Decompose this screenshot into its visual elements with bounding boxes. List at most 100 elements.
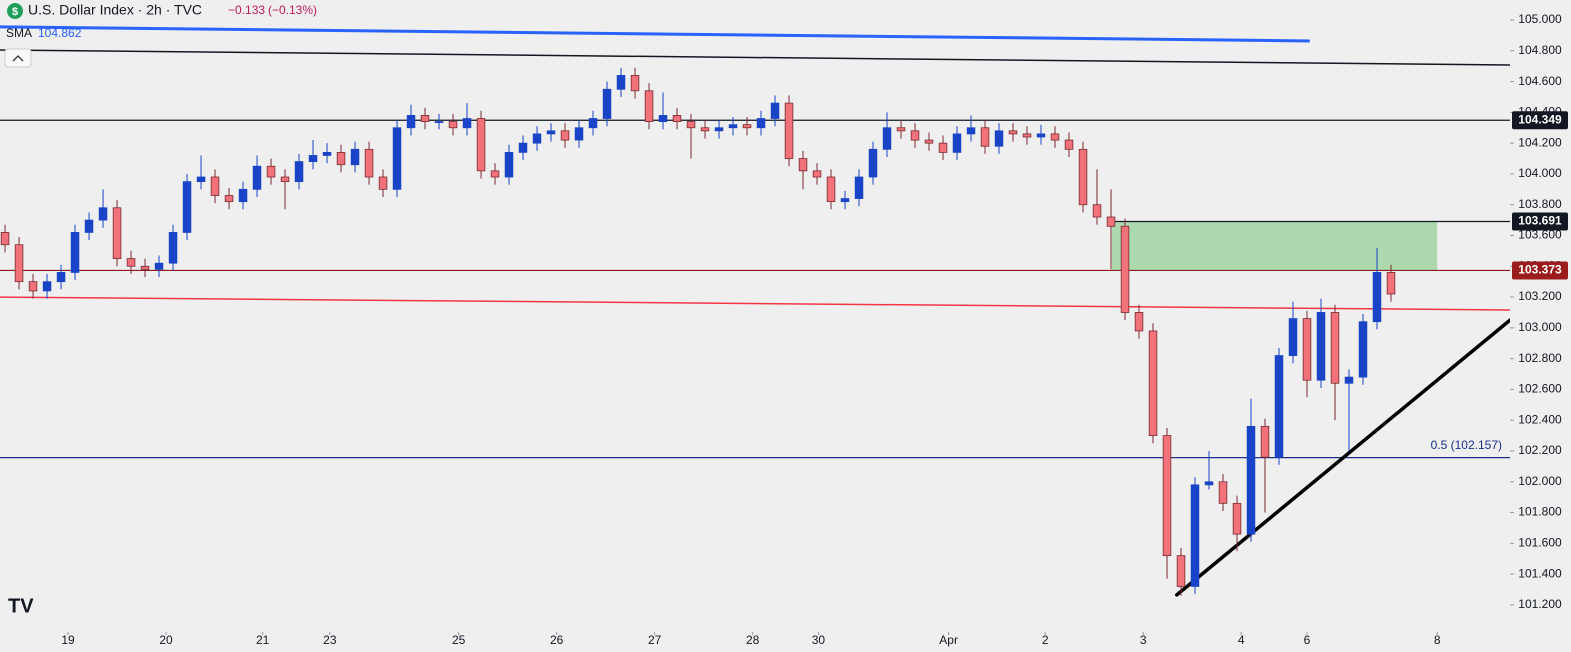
candle-body (882, 127, 892, 150)
y-tick-label: 101.200 (1518, 597, 1562, 611)
x-tick-label: 3 (1140, 633, 1147, 647)
level-tag-label: 104.349 (1518, 112, 1562, 126)
level-tag (1512, 261, 1568, 280)
candle-body (840, 198, 850, 203)
candle-body (1232, 502, 1242, 535)
y-tick-label: 101.600 (1518, 536, 1562, 550)
candle-body (1288, 318, 1298, 356)
indicator-name: SMA (6, 26, 32, 40)
candle-body (1162, 435, 1172, 557)
candle-body (1190, 484, 1200, 587)
candle-body (1372, 272, 1382, 323)
candle-body (1176, 555, 1186, 587)
candle-body (630, 75, 640, 92)
candle-body (560, 130, 570, 141)
candle-body (1148, 330, 1158, 436)
candle-body (938, 142, 948, 153)
candle-body (280, 176, 290, 183)
candle-body (518, 142, 528, 153)
y-tick-label: 103.200 (1518, 289, 1562, 303)
candle-body (896, 127, 906, 132)
candle-body (490, 170, 500, 178)
level-tag-label: 103.373 (1518, 263, 1562, 277)
x-tick-label: 8 (1434, 633, 1441, 647)
candle-body (588, 118, 598, 129)
candle-body (672, 115, 682, 122)
candle-body (1218, 481, 1228, 504)
fib-label: 0.5 (102.157) (1431, 438, 1502, 452)
candle-body (406, 115, 416, 129)
y-tick-label: 102.800 (1518, 351, 1562, 365)
candle-body (1050, 133, 1060, 141)
candle-body (434, 121, 444, 123)
candle-body (616, 75, 626, 90)
candle-body (1344, 376, 1354, 384)
candle-body (84, 219, 94, 233)
y-tick-label: 101.400 (1518, 566, 1562, 580)
x-tick-label: 27 (648, 633, 662, 647)
candle-body (392, 127, 402, 190)
candle-body (238, 188, 248, 203)
x-tick-label: 20 (159, 633, 173, 647)
candle-body (868, 148, 878, 178)
candle-body (854, 176, 864, 199)
candle-body (1386, 272, 1396, 295)
candle-body (1120, 225, 1130, 313)
trendline (1175, 318, 1512, 597)
candle-body (126, 258, 136, 267)
candle-body (924, 139, 934, 144)
candle-body (322, 151, 332, 156)
candle-body (182, 181, 192, 233)
candle-body (966, 127, 976, 135)
candle-body (742, 124, 752, 129)
candle-body (532, 133, 542, 144)
candle-body (700, 127, 710, 132)
x-tick-label: 30 (812, 633, 826, 647)
y-tick-label: 104.000 (1518, 166, 1562, 180)
symbol-icon-glyph: $ (12, 6, 18, 18)
candle-body (154, 262, 164, 270)
plot-area: 0.5 (102.157) (0, 25, 1512, 597)
header-bg (0, 0, 340, 24)
y-tick-label: 103.000 (1518, 320, 1562, 334)
candle-body (1022, 133, 1032, 138)
candle-body (798, 158, 808, 172)
candle-body (1316, 312, 1326, 381)
collapse-button[interactable] (4, 48, 32, 68)
candle-body (1064, 139, 1074, 150)
change-percent: (−0.13%) (268, 3, 317, 17)
candle-body (350, 148, 360, 166)
candle-body (658, 115, 668, 122)
candle-body (28, 281, 38, 292)
candle-body (1036, 133, 1046, 138)
x-tick-label: 19 (61, 633, 75, 647)
level-tag (1512, 111, 1568, 130)
candle-body (1106, 216, 1116, 227)
candle-body (826, 176, 836, 203)
candle-body (1260, 425, 1270, 458)
level-tag-label: 103.691 (1518, 214, 1562, 228)
candle-body (728, 124, 738, 129)
collapse-icon (12, 55, 24, 62)
candle-body (644, 90, 654, 122)
candle-body (252, 165, 262, 190)
chart-title: U.S. Dollar Index · 2h · TVC (28, 2, 202, 18)
zone (1111, 221, 1438, 271)
symbol-icon (7, 3, 23, 19)
candle-body (224, 195, 234, 203)
candle-body (98, 207, 108, 221)
trendline (0, 49, 1511, 66)
y-tick-label: 102.000 (1518, 474, 1562, 488)
candle-body (378, 176, 388, 190)
candle-body (784, 102, 794, 159)
candle-body (602, 88, 612, 119)
candle-body (140, 265, 150, 270)
candle-body (1330, 312, 1340, 384)
candle-body (294, 161, 304, 183)
candle-body (812, 170, 822, 178)
candle-body (112, 207, 122, 259)
candle-body (14, 244, 24, 283)
candle-body (56, 272, 66, 283)
candle-body (448, 121, 458, 129)
